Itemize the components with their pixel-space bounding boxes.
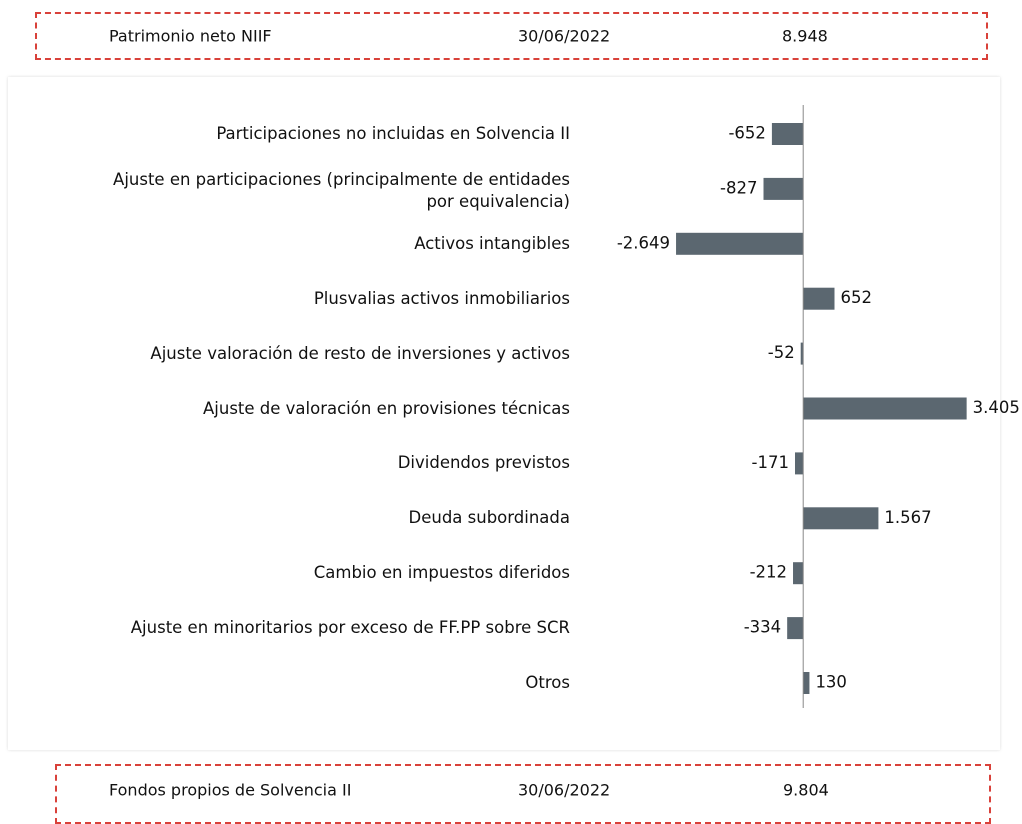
category-label: Deuda subordinada [408,508,570,528]
bar [803,397,967,420]
value-label: -171 [752,453,789,472]
header-box: Patrimonio neto NIIF 30/06/2022 8.948 [35,12,988,60]
category-label: Plusvalias activos inmobiliarios [313,288,570,308]
bar [803,672,810,694]
category-label: Participaciones no incluidas en Solvenci… [216,124,570,143]
bar [803,287,835,310]
value-label: 130 [815,673,847,692]
header-date: 30/06/2022 [518,26,611,46]
bar [800,342,804,365]
category-label: Ajuste valoración de resto de inversione… [150,343,570,363]
bar [794,452,804,475]
footer-box: Fondos propios de Solvencia II 30/06/202… [55,764,991,824]
header-label: Patrimonio neto NIIF [109,26,272,46]
category-label: Activos intangibles [414,233,570,253]
value-label: -2.649 [617,233,670,252]
category-label: Ajuste en participaciones (principalment… [113,169,570,211]
value-label: 652 [840,288,872,307]
value-label: -827 [720,178,757,197]
category-label: Cambio en impuestos diferidos [313,563,570,583]
value-label: 3.405 [973,398,1020,417]
bar [803,507,879,530]
bar [676,232,804,255]
bar [771,123,804,145]
bar [787,617,804,640]
footer-date: 30/06/2022 [518,780,611,800]
value-label: -212 [750,563,787,582]
category-label: Ajuste en minoritarios por exceso de FF.… [130,618,570,638]
bar [763,177,804,200]
value-label: -652 [728,124,765,143]
value-label: -52 [768,343,795,362]
category-label: Dividendos previstos [397,453,570,473]
footer-label: Fondos propios de Solvencia II [109,780,352,800]
bar [793,562,804,585]
value-label: -334 [744,618,781,637]
category-label: Ajuste de valoración en provisiones técn… [203,398,570,418]
value-label: 1.567 [884,508,931,527]
category-label: Otros [525,673,570,692]
footer-value: 9.804 [783,780,829,800]
header-value: 8.948 [782,26,828,46]
